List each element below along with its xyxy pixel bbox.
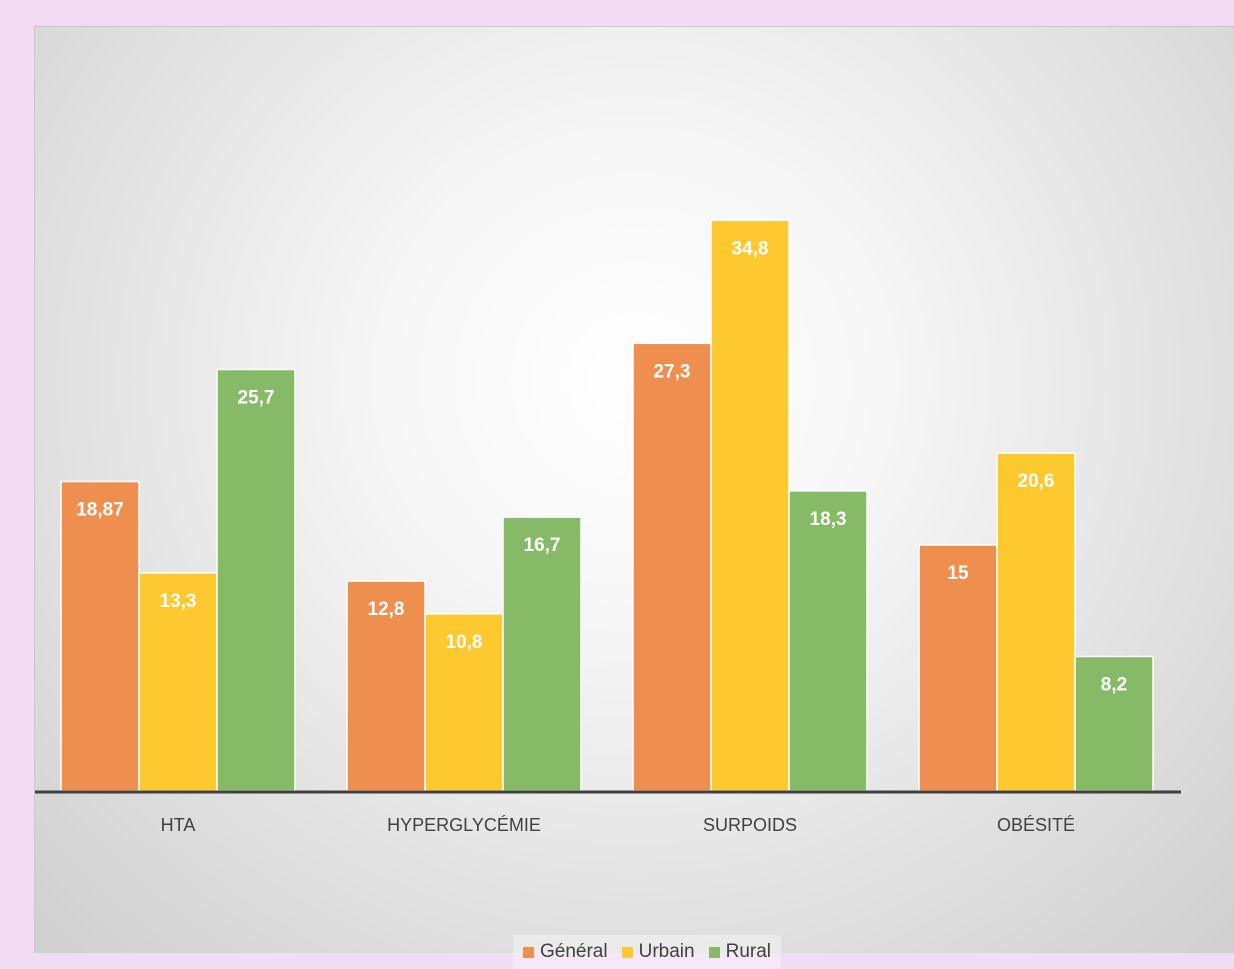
category-label-surpoids: SURPOIDS <box>703 815 797 835</box>
legend-item-general: Général <box>523 941 608 963</box>
bar-chart: 18,87 13,3 25,7 12,8 10,8 16,7 27,3 34,8 18,3 15 2… <box>35 219 1181 835</box>
legend-label-general: Général <box>540 941 608 962</box>
bar-urbain-hta <box>138 572 218 792</box>
legend-label-urbain: Urbain <box>638 941 695 962</box>
data-label-rural-hyperglycemie: 16,7 <box>524 535 561 556</box>
data-label-general-hta: 18,87 <box>76 500 124 521</box>
data-label-urbain-hyperglycemie: 10,8 <box>446 632 483 653</box>
data-label-rural-surpoids: 18,3 <box>810 509 847 530</box>
data-label-general-hyperglycemie: 12,8 <box>368 599 405 620</box>
chart-area: 18,87 13,3 25,7 12,8 10,8 16,7 27,3 34,8 18,3 15 2… <box>34 26 1234 969</box>
data-label-urbain-surpoids: 34,8 <box>732 238 769 259</box>
category-labels-group: HTA HYPERGLYCÉMIE SURPOIDS OBÉSITÉ <box>161 815 1075 835</box>
bar-general-surpoids <box>632 342 712 792</box>
bar-general-hyperglycemie <box>346 580 426 792</box>
data-label-rural-obesite: 8,2 <box>1101 675 1127 696</box>
category-label-hta: HTA <box>161 815 196 835</box>
bar-rural-hta <box>216 368 296 792</box>
legend: Général Urbain Rural <box>513 935 781 969</box>
legend-item-urbain: Urbain <box>621 941 695 963</box>
data-label-rural-hta: 25,7 <box>238 388 275 409</box>
data-label-general-obesite: 15 <box>947 563 969 584</box>
legend-item-rural: Rural <box>708 941 771 963</box>
bar-urbain-surpoids <box>710 219 790 792</box>
bar-rural-hyperglycemie <box>502 516 582 792</box>
data-labels-group: 18,87 13,3 25,7 12,8 10,8 16,7 27,3 34,8 18,3 15 2… <box>76 238 1127 695</box>
legend-swatch-urbain <box>621 946 633 958</box>
bar-general-obesite <box>918 544 998 792</box>
bars-group <box>60 219 1154 792</box>
legend-swatch-general <box>523 946 534 958</box>
bar-urbain-obesite <box>996 452 1076 792</box>
category-label-obesite: OBÉSITÉ <box>997 815 1075 835</box>
bar-urbain-hyperglycemie <box>424 613 504 792</box>
legend-label-rural: Rural <box>725 941 771 962</box>
bar-rural-surpoids <box>788 490 868 792</box>
legend-swatch-rural <box>708 946 720 958</box>
data-label-urbain-hta: 13,3 <box>160 591 197 612</box>
data-label-urbain-obesite: 20,6 <box>1018 471 1055 492</box>
bar-general-hta <box>60 480 140 792</box>
category-label-hyperglycemie: HYPERGLYCÉMIE <box>387 815 541 835</box>
data-label-general-surpoids: 27,3 <box>654 361 691 382</box>
